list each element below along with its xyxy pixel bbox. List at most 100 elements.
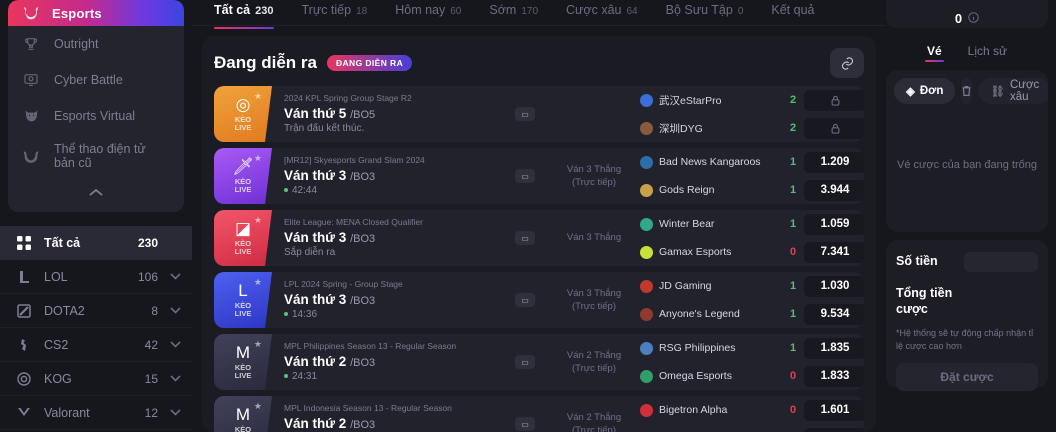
video-camera-icon[interactable]: ▭: [515, 169, 535, 183]
stream-cell[interactable]: ▭: [502, 272, 548, 328]
tab-count: 230: [255, 5, 274, 17]
chevron-down-icon[interactable]: [168, 375, 182, 382]
odd-button[interactable]: [804, 427, 864, 432]
video-camera-icon[interactable]: ▭: [515, 107, 535, 121]
bull-mascot-icon: [20, 2, 42, 24]
sidebar-item-label: Outright: [54, 36, 99, 51]
tab-hom-nay[interactable]: Hôm nay 60: [381, 3, 475, 25]
team-score: 0: [789, 370, 797, 382]
tab-tat-ca[interactable]: Tất cả 230: [200, 3, 288, 29]
match-round: Ván thứ 3 /BO3: [284, 292, 502, 307]
trash-icon[interactable]: [961, 78, 973, 104]
info-icon[interactable]: [968, 12, 979, 26]
sidebar-game-lol[interactable]: LOL 106: [0, 260, 192, 294]
sidebar-item-esports-virtual[interactable]: Esports Virtual: [8, 98, 184, 134]
tab-bo-suu-tap[interactable]: Bộ Sưu Tập 0: [652, 3, 758, 25]
round-label: Ván thứ 5: [284, 105, 347, 121]
sidebar-game-all[interactable]: Tất cả 230: [0, 226, 192, 260]
place-bet-button[interactable]: Đặt cược: [896, 363, 1038, 392]
star-icon: ★: [253, 91, 262, 101]
chevron-down-icon[interactable]: [168, 341, 182, 348]
video-camera-icon[interactable]: ▭: [515, 355, 535, 369]
team-score: 0: [789, 246, 797, 258]
tab-som[interactable]: Sớm 170: [475, 3, 552, 25]
sidebar-game-count: 42: [144, 337, 158, 352]
sidebar-game-cs2[interactable]: CS2 42: [0, 328, 192, 362]
table-row[interactable]: ★ M KÈO LIVE MPL Indonesia Season 13 - R…: [214, 396, 864, 432]
sidebar-game-kog[interactable]: KOG 15: [0, 362, 192, 396]
odd-button[interactable]: 9.534: [804, 303, 864, 325]
table-row[interactable]: ★ ◪ KÈO LIVE Elite League: MENA Closed Q…: [214, 210, 864, 266]
team-name: Omega Esports: [659, 370, 732, 382]
tab-truc-tiep[interactable]: Trực tiếp 18: [288, 3, 382, 25]
odd-button[interactable]: 1.835: [804, 337, 864, 359]
stream-cell[interactable]: ▭: [502, 148, 548, 204]
game-badge: ★ ◪ KÈO LIVE: [214, 210, 272, 266]
table-row[interactable]: ★ L KÈO LIVE LPL 2024 Spring - Group Sta…: [214, 272, 864, 328]
stream-cell[interactable]: ▭: [502, 334, 548, 390]
video-camera-icon[interactable]: ▭: [515, 293, 535, 307]
team-name: Gamax Esports: [659, 246, 732, 258]
table-row[interactable]: ★ ◎ KÈO LIVE 2024 KPL Spring Group Stage…: [214, 86, 864, 142]
chevron-down-icon[interactable]: [168, 273, 182, 280]
odd-button[interactable]: 1.059: [804, 213, 864, 235]
teams-and-odds: 武汉eStarPro 2 深圳DYG 2: [640, 86, 864, 142]
sidebar-item-cyber-battle[interactable]: Cyber Battle: [8, 62, 184, 98]
odd-button[interactable]: [804, 117, 864, 139]
stake-amount-input[interactable]: [964, 252, 1038, 272]
table-row[interactable]: ★ 🗡 KÈO LIVE [MR12] Skyesports Grand Sla…: [214, 148, 864, 204]
team-logo: [640, 217, 653, 231]
chevron-down-icon[interactable]: [168, 307, 182, 314]
tab-cuoc-xau[interactable]: Cược xâu 64: [552, 3, 652, 25]
team-name: Bigetron Alpha: [659, 404, 728, 416]
sidebar-item-legacy-esports[interactable]: Thể thao điện tử bản cũ: [8, 134, 184, 178]
stream-cell[interactable]: ▭: [502, 210, 548, 266]
game-badge: ★ L KÈO LIVE: [214, 272, 272, 328]
main-content: Tất cả 230 Trực tiếp 18 Hôm nay 60 Sớm 1…: [192, 0, 886, 432]
single-bet-tab[interactable]: ◈ Đơn: [894, 78, 956, 104]
chevron-up-icon: [89, 184, 103, 202]
sidebar-game-dota2[interactable]: DOTA2 8: [0, 294, 192, 328]
diamond-icon: ◈: [906, 86, 915, 98]
sidebar-brand[interactable]: Esports: [8, 0, 184, 26]
league-name: LPL 2024 Spring - Group Stage: [284, 279, 403, 289]
top-tabs: Tất cả 230 Trực tiếp 18 Hôm nay 60 Sớm 1…: [192, 0, 886, 29]
sidebar-collapse-toggle[interactable]: [8, 178, 184, 208]
odd-button[interactable]: 1.030: [804, 275, 864, 297]
teams-and-odds: RSG Philippines 1 1.835 Omega Esports 0 …: [640, 334, 864, 390]
tab-ve[interactable]: Vé: [924, 38, 944, 64]
tab-count: 64: [626, 6, 638, 17]
combo-bet-tab[interactable]: ⛓ Cược xâu: [978, 78, 1048, 104]
kog-icon: [14, 371, 34, 386]
tab-ket-qua[interactable]: Kết quả: [757, 3, 833, 25]
sidebar-game-label: DOTA2: [44, 303, 85, 318]
team-name: Anyone's Legend: [659, 308, 740, 320]
sidebar-game-count: 8: [151, 303, 158, 318]
team-logo: [640, 183, 653, 197]
tab-lich-su[interactable]: Lịch sử: [967, 44, 1008, 58]
video-camera-icon[interactable]: ▭: [515, 417, 535, 431]
sidebar-game-valorant[interactable]: Valorant 12: [0, 396, 192, 430]
link-chain-icon[interactable]: [830, 48, 864, 78]
status-text: 42:44: [292, 184, 318, 196]
match-status: Trận đấu kết thúc.: [284, 123, 502, 134]
odd-button[interactable]: [804, 89, 864, 111]
match-status: 14:36: [284, 309, 502, 320]
odd-button[interactable]: 1.209: [804, 151, 864, 173]
stream-cell[interactable]: ▭: [502, 396, 548, 432]
odd-button[interactable]: 1.833: [804, 365, 864, 387]
chevron-down-icon[interactable]: [168, 409, 182, 416]
teams-and-odds: Winter Bear 1 1.059 Gamax Esports 0 7.34…: [640, 210, 864, 266]
sidebar-game-label: Tất cả: [44, 235, 81, 250]
stream-cell[interactable]: ▭: [502, 86, 548, 142]
team-name: Gods Reign: [659, 184, 715, 196]
table-row[interactable]: ★ M KÈO LIVE MPL Philippines Season 13 -…: [214, 334, 864, 390]
odd-button[interactable]: 1.601: [804, 399, 864, 421]
team-row: Omega Esports 0 1.833: [640, 365, 864, 387]
status-text: 14:36: [292, 308, 318, 320]
odd-button[interactable]: 7.341: [804, 241, 864, 263]
video-camera-icon[interactable]: ▭: [515, 231, 535, 245]
sidebar-game-count: 230: [137, 235, 158, 250]
odd-button[interactable]: 3.944: [804, 179, 864, 201]
sidebar-item-outright[interactable]: Outright: [8, 26, 184, 62]
